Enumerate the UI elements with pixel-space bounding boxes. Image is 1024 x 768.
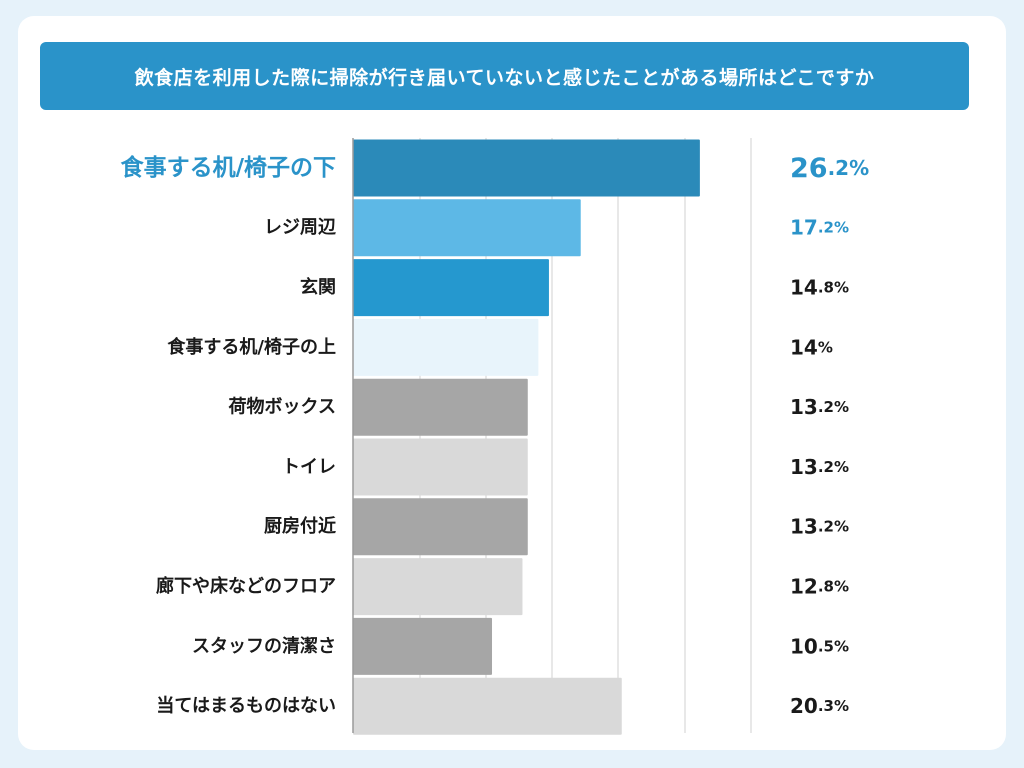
value-label-int-6: 13 xyxy=(790,515,818,539)
bar-2 xyxy=(353,259,549,317)
value-label-dec-0: .2% xyxy=(828,156,870,180)
value-label-dec-1: .2% xyxy=(818,219,849,237)
chart-title: 飲食店を利用した際に掃除が行き届いていないと感じたことがある場所はどこですか xyxy=(134,66,875,89)
value-label-2: 14.8% xyxy=(790,276,849,300)
category-label-2: 玄関 xyxy=(300,276,336,298)
category-label-8: スタッフの清潔さ xyxy=(192,636,336,657)
bar-4 xyxy=(353,378,528,436)
value-label-int-4: 13 xyxy=(790,395,818,419)
value-label-1: 17.2% xyxy=(790,216,849,240)
bar-0 xyxy=(353,139,700,197)
category-label-0: 食事する机/椅子の下 xyxy=(121,154,336,181)
category-label-5: トイレ xyxy=(282,456,336,477)
category-label-6: 厨房付近 xyxy=(264,515,336,537)
value-label-dec-7: .8% xyxy=(818,578,849,596)
value-label-dec-9: .3% xyxy=(818,697,849,715)
value-label-dec-5: .2% xyxy=(818,458,849,476)
title-banner: 飲食店を利用した際に掃除が行き届いていないと感じたことがある場所はどこですか xyxy=(40,42,969,110)
value-label-7: 12.8% xyxy=(790,575,849,599)
bar-7 xyxy=(353,558,523,616)
value-label-int-5: 13 xyxy=(790,455,818,479)
bar-6 xyxy=(353,498,528,556)
value-label-5: 13.2% xyxy=(790,455,849,479)
value-label-6: 13.2% xyxy=(790,515,849,539)
value-label-dec-2: .8% xyxy=(818,279,849,297)
category-label-3: 食事する机/椅子の上 xyxy=(166,336,336,358)
category-label-4: 荷物ボックス xyxy=(229,396,336,418)
bar-3 xyxy=(353,318,539,376)
value-label-int-7: 12 xyxy=(790,575,818,599)
category-label-9: 当てはまるものはない xyxy=(156,695,336,717)
category-label-1: レジ周辺 xyxy=(264,217,336,238)
value-label-3: 14% xyxy=(790,335,833,359)
value-label-9: 20.3% xyxy=(790,694,849,718)
value-label-0: 26.2% xyxy=(790,152,869,183)
value-label-int-8: 10 xyxy=(790,634,818,658)
value-label-int-1: 17 xyxy=(790,216,818,240)
value-label-int-2: 14 xyxy=(790,276,818,300)
value-label-8: 10.5% xyxy=(790,634,849,658)
value-label-dec-6: .2% xyxy=(818,518,849,536)
bar-5 xyxy=(353,438,528,496)
value-label-dec-8: .5% xyxy=(818,637,849,655)
bar-9 xyxy=(353,677,622,735)
value-label-int-9: 20 xyxy=(790,694,818,718)
value-label-int-0: 26 xyxy=(790,152,828,183)
bar-8 xyxy=(353,617,493,675)
value-label-int-3: 14 xyxy=(790,335,818,359)
value-label-dec-4: .2% xyxy=(818,398,849,416)
category-label-7: 廊下や床などのフロア xyxy=(156,575,336,597)
value-label-dec-3: % xyxy=(818,338,833,356)
bar-1 xyxy=(353,199,581,257)
value-label-4: 13.2% xyxy=(790,395,849,419)
